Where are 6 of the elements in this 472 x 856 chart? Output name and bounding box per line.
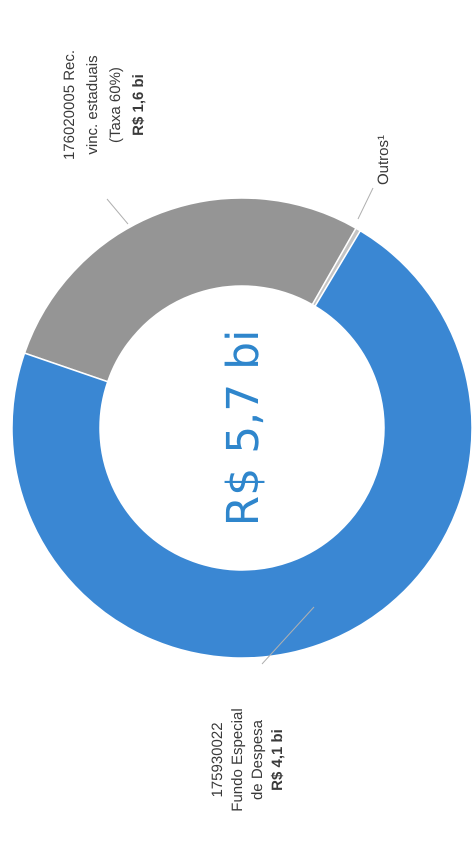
slice-label: Outros¹ bbox=[375, 134, 392, 186]
text: R$ 5,7 bi bbox=[218, 330, 269, 526]
slice-label: 176020005 Rec. vinc. estaduais (Taxa 60%) bbox=[61, 50, 124, 160]
slice-label: 175930022 Fundo Especial de Despesa bbox=[209, 708, 266, 812]
data-label: R$ 1,6 bi bbox=[130, 74, 147, 136]
data-label: R$ 4,1 bi bbox=[269, 729, 286, 791]
